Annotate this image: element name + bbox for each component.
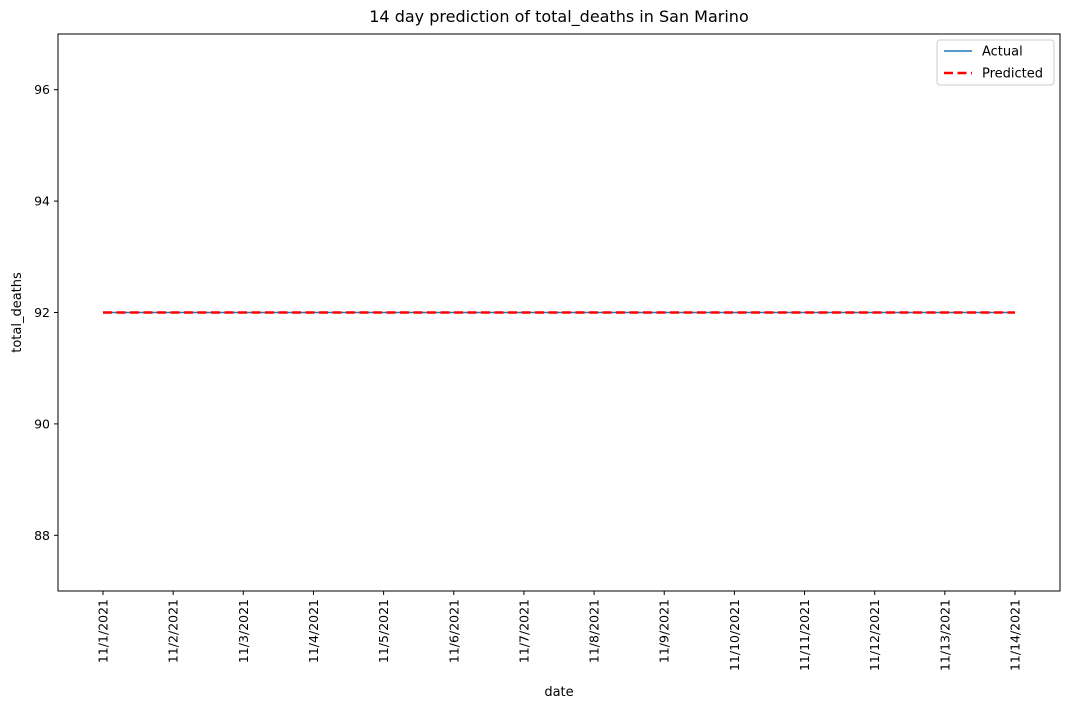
x-tick-label: 11/7/2021 <box>516 599 531 663</box>
y-tick-label: 94 <box>34 194 50 209</box>
x-tick-label: 11/13/2021 <box>937 599 952 671</box>
y-axis-label: total_deaths <box>10 272 25 353</box>
x-tick-label: 11/10/2021 <box>727 599 742 671</box>
y-axis: 88 90 92 94 96 <box>34 82 58 543</box>
legend-label-actual: Actual <box>982 45 1023 60</box>
chart-title: 14 day prediction of total_deaths in San… <box>369 7 748 27</box>
x-tick-label: 11/12/2021 <box>867 599 882 671</box>
y-tick-label: 92 <box>34 305 50 320</box>
x-tick-label: 11/2/2021 <box>166 599 181 663</box>
x-axis: 11/1/2021 11/2/2021 11/3/2021 11/4/2021 11/5… <box>96 591 1023 671</box>
x-tick-label: 11/11/2021 <box>797 599 812 671</box>
x-tick-label: 11/8/2021 <box>587 599 602 663</box>
x-axis-label: date <box>544 685 573 700</box>
x-tick-label: 11/9/2021 <box>657 599 672 663</box>
x-tick-label: 11/3/2021 <box>236 599 251 663</box>
x-tick-label: 11/14/2021 <box>1008 599 1023 671</box>
legend-label-predicted: Predicted <box>982 67 1043 82</box>
y-tick-label: 96 <box>34 82 50 97</box>
y-tick-label: 88 <box>34 528 50 543</box>
x-tick-label: 11/5/2021 <box>376 599 391 663</box>
x-tick-label: 11/6/2021 <box>446 599 461 663</box>
x-tick-label: 11/1/2021 <box>96 599 111 663</box>
y-tick-label: 90 <box>34 416 50 431</box>
x-tick-label: 11/4/2021 <box>306 599 321 663</box>
legend: Actual Predicted <box>936 39 1055 86</box>
